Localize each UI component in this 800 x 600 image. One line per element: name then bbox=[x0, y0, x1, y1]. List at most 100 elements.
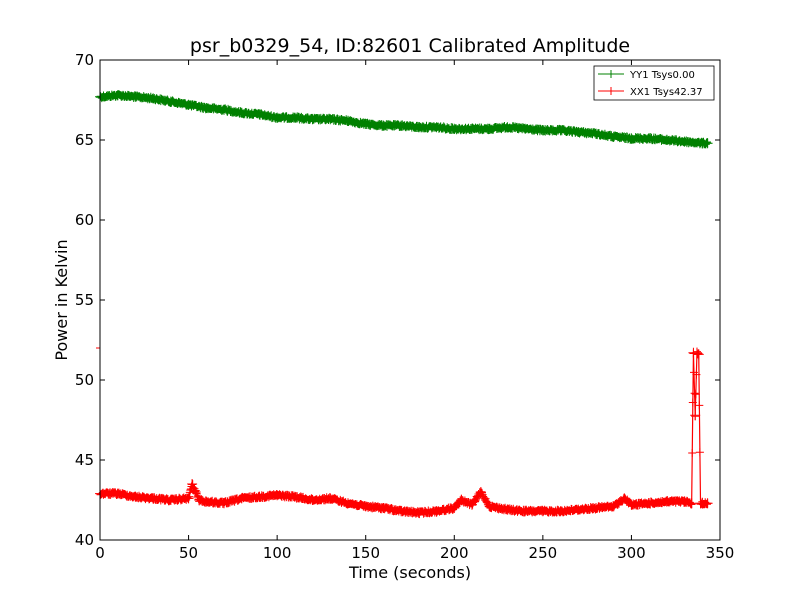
legend-label-yy1: YY1 Tsys0.00 bbox=[629, 70, 695, 81]
data-point bbox=[626, 499, 637, 510]
data-point bbox=[484, 123, 495, 134]
data-point bbox=[449, 123, 460, 134]
data-point bbox=[307, 114, 318, 125]
x-tick-label: 0 bbox=[95, 544, 105, 562]
data-point bbox=[520, 123, 531, 134]
data-point bbox=[431, 122, 442, 133]
data-point bbox=[201, 103, 212, 113]
legend-label-xx1: XX1 Tsys42.37 bbox=[630, 87, 703, 98]
x-tick-label: 200 bbox=[440, 544, 469, 562]
data-point bbox=[219, 104, 229, 115]
data-point bbox=[289, 491, 300, 502]
data-point bbox=[148, 93, 159, 104]
x-tick-label: 100 bbox=[263, 544, 292, 562]
data-point bbox=[520, 506, 531, 517]
data-point bbox=[661, 496, 672, 507]
data-point bbox=[183, 493, 194, 504]
data-point bbox=[449, 503, 460, 513]
data-point bbox=[289, 112, 300, 123]
legend: YY1 Tsys0.00 XX1 Tsys42.37 bbox=[593, 65, 715, 101]
data-point bbox=[573, 504, 584, 515]
data-point bbox=[190, 487, 201, 497]
data-point bbox=[325, 114, 336, 125]
x-tick-label: 250 bbox=[529, 544, 558, 562]
x-tick-label: 50 bbox=[179, 544, 198, 562]
data-point bbox=[187, 479, 198, 489]
data-point bbox=[537, 506, 548, 517]
legend-box bbox=[593, 65, 715, 101]
y-tick-label: 70 bbox=[75, 51, 94, 69]
data-point bbox=[413, 507, 424, 518]
y-tick-label: 65 bbox=[75, 131, 94, 149]
x-axis-label: Time (seconds) bbox=[348, 563, 471, 582]
data-point bbox=[467, 499, 477, 510]
data-point bbox=[396, 120, 407, 131]
data-point bbox=[555, 506, 566, 517]
data-point bbox=[183, 99, 194, 110]
data-point bbox=[626, 133, 637, 144]
data-point bbox=[165, 495, 176, 505]
data-point bbox=[484, 501, 495, 512]
x-tick-label: 350 bbox=[706, 544, 735, 562]
data-point bbox=[693, 349, 704, 360]
tick-layer: 0 50 100 150 200 250 300 350 40 45 50 55 60 65 70 bbox=[75, 51, 734, 562]
data-point bbox=[644, 498, 655, 509]
data-point bbox=[272, 490, 283, 501]
data-point bbox=[431, 506, 442, 517]
data-point bbox=[591, 128, 601, 139]
data-point bbox=[112, 90, 123, 101]
data-point bbox=[456, 495, 467, 505]
data-point bbox=[608, 131, 619, 142]
data-point bbox=[360, 501, 371, 512]
data-point bbox=[467, 123, 477, 134]
data-point bbox=[307, 495, 318, 505]
series-1 bbox=[95, 347, 713, 519]
legend-marker-yy1 bbox=[607, 70, 615, 78]
data-point bbox=[537, 125, 548, 136]
y-tick-label: 60 bbox=[75, 211, 94, 229]
data-point bbox=[219, 498, 229, 509]
data-point bbox=[702, 138, 713, 149]
data-point bbox=[502, 504, 513, 515]
data-point bbox=[236, 107, 247, 118]
data-point bbox=[686, 498, 697, 509]
data-point bbox=[413, 122, 424, 133]
data-point bbox=[254, 109, 265, 120]
plot-area bbox=[100, 60, 720, 540]
data-point bbox=[378, 503, 389, 513]
data-point bbox=[343, 498, 353, 509]
data-point bbox=[591, 503, 601, 513]
chart-title: psr_b0329_54, ID:82601 Calibrated Amplit… bbox=[190, 35, 630, 57]
data-point bbox=[555, 125, 566, 136]
data-point bbox=[702, 498, 713, 509]
series-layer bbox=[95, 90, 713, 519]
x-tick-label: 300 bbox=[617, 544, 646, 562]
data-point bbox=[360, 119, 371, 129]
y-axis-label: Power in Kelvin bbox=[52, 239, 71, 360]
data-point bbox=[378, 120, 389, 131]
data-point bbox=[679, 136, 690, 147]
y-tick-label: 45 bbox=[75, 451, 94, 469]
data-point bbox=[619, 493, 630, 504]
data-point bbox=[679, 496, 690, 507]
data-point bbox=[325, 493, 336, 504]
data-point bbox=[236, 493, 247, 504]
data-point bbox=[165, 96, 176, 107]
data-point bbox=[396, 506, 407, 517]
data-point bbox=[691, 347, 702, 358]
data-point bbox=[112, 488, 123, 499]
data-point bbox=[130, 491, 141, 502]
data-point bbox=[194, 495, 205, 505]
data-point bbox=[502, 122, 513, 133]
y-tick-label: 40 bbox=[75, 531, 94, 549]
data-point bbox=[644, 133, 655, 144]
data-point bbox=[608, 501, 619, 512]
data-point bbox=[661, 135, 672, 145]
data-point bbox=[475, 487, 486, 497]
x-tick-label: 150 bbox=[351, 544, 380, 562]
legend-marker-xx1 bbox=[607, 87, 615, 95]
y-tick-label: 50 bbox=[75, 371, 94, 389]
data-point bbox=[201, 496, 212, 507]
data-point bbox=[254, 491, 265, 502]
